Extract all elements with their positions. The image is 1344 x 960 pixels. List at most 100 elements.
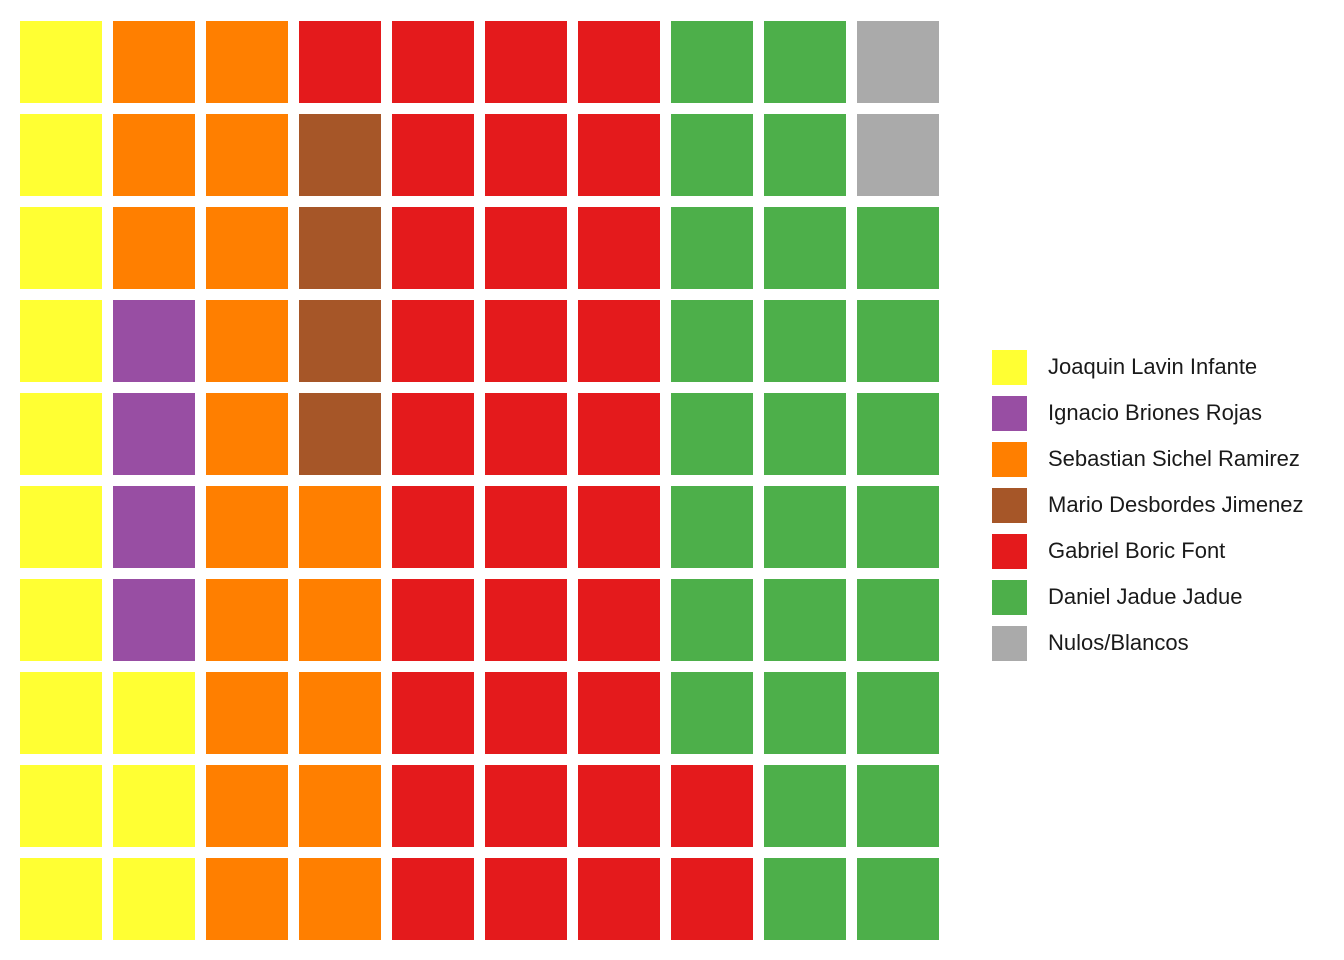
- waffle-cell-29: [206, 114, 288, 196]
- waffle-cell-22: [206, 765, 288, 847]
- waffle-cell-60: [485, 21, 567, 103]
- legend-label: Sebastian Sichel Ramirez: [1048, 446, 1300, 471]
- waffle-cell-21: [206, 858, 288, 940]
- waffle-cell-92: [857, 765, 939, 847]
- legend-label: Gabriel Boric Font: [1048, 538, 1226, 563]
- waffle-cell-77: [671, 300, 753, 382]
- waffle-cell-99: [857, 114, 939, 196]
- legend-key: [992, 487, 1027, 523]
- waffle-cell-54: [485, 579, 567, 661]
- legend-key: [992, 579, 1027, 615]
- waffle-cell-94: [857, 579, 939, 661]
- waffle-cell-79: [671, 114, 753, 196]
- waffle-cell-11: [113, 858, 195, 940]
- waffle-cell-32: [299, 765, 381, 847]
- waffle-cell-65: [578, 486, 660, 568]
- waffle-cell-90: [764, 21, 846, 103]
- waffle-cell-37: [299, 300, 381, 382]
- waffle-cell-47: [392, 300, 474, 382]
- waffle-cell-84: [764, 579, 846, 661]
- waffle-cell-8: [20, 207, 102, 289]
- waffle-cell-14: [113, 579, 195, 661]
- waffle-cell-25: [206, 486, 288, 568]
- legend-label: Joaquin Lavin Infante: [1048, 354, 1258, 379]
- waffle-cell-46: [392, 393, 474, 475]
- waffle-cell-48: [392, 207, 474, 289]
- waffle-cell-44: [392, 579, 474, 661]
- legend-item: Joaquin Lavin Infante: [992, 344, 1304, 390]
- waffle-cell-19: [113, 114, 195, 196]
- waffle-cell-13: [113, 672, 195, 754]
- waffle-cell-24: [206, 579, 288, 661]
- legend-item: Mario Desbordes Jimenez: [992, 482, 1304, 528]
- waffle-cell-20: [113, 21, 195, 103]
- waffle-cell-45: [392, 486, 474, 568]
- waffle-cell-93: [857, 672, 939, 754]
- waffle-cell-52: [485, 765, 567, 847]
- waffle-cell-35: [299, 486, 381, 568]
- waffle-cell-97: [857, 300, 939, 382]
- waffle-cell-56: [485, 393, 567, 475]
- legend-label: Mario Desbordes Jimenez: [1048, 492, 1304, 517]
- waffle-cell-10: [20, 21, 102, 103]
- waffle-cell-15: [113, 486, 195, 568]
- waffle-cell-17: [113, 300, 195, 382]
- legend-key: [992, 533, 1027, 569]
- waffle-cell-57: [485, 300, 567, 382]
- waffle-cell-72: [671, 765, 753, 847]
- waffle-cell-3: [20, 672, 102, 754]
- legend-key: [992, 441, 1027, 477]
- waffle-cell-4: [20, 579, 102, 661]
- waffle-cell-98: [857, 207, 939, 289]
- waffle-cell-76: [671, 393, 753, 475]
- waffle-cell-59: [485, 114, 567, 196]
- waffle-cell-12: [113, 765, 195, 847]
- waffle-cell-51: [485, 858, 567, 940]
- waffle-cell-58: [485, 207, 567, 289]
- waffle-cell-96: [857, 393, 939, 475]
- waffle-cell-69: [578, 114, 660, 196]
- waffle-cell-73: [671, 672, 753, 754]
- waffle-cell-5: [20, 486, 102, 568]
- waffle-cell-49: [392, 114, 474, 196]
- waffle-cell-7: [20, 300, 102, 382]
- waffle-cell-62: [578, 765, 660, 847]
- waffle-cell-61: [578, 858, 660, 940]
- waffle-cell-87: [764, 300, 846, 382]
- waffle-cell-74: [671, 579, 753, 661]
- legend-item: Nulos/Blancos: [992, 620, 1304, 666]
- waffle-cell-66: [578, 393, 660, 475]
- waffle-cell-80: [671, 21, 753, 103]
- waffle-cell-28: [206, 207, 288, 289]
- waffle-cell-81: [764, 858, 846, 940]
- waffle-cell-67: [578, 300, 660, 382]
- waffle-cell-9: [20, 114, 102, 196]
- legend-label: Nulos/Blancos: [1048, 630, 1189, 655]
- waffle-cell-40: [299, 21, 381, 103]
- legend-item: Gabriel Boric Font: [992, 528, 1304, 574]
- legend: Joaquin Lavin Infante Ignacio Briones Roj…: [992, 344, 1304, 666]
- waffle-cell-18: [113, 207, 195, 289]
- waffle-cell-30: [206, 21, 288, 103]
- waffle-cell-38: [299, 207, 381, 289]
- legend-key: [992, 395, 1027, 431]
- waffle-cell-50: [392, 21, 474, 103]
- waffle-cell-82: [764, 765, 846, 847]
- waffle-cell-64: [578, 579, 660, 661]
- legend-item: Daniel Jadue Jadue: [992, 574, 1304, 620]
- waffle-cell-91: [857, 858, 939, 940]
- waffle-cell-86: [764, 393, 846, 475]
- waffle-cell-1: [20, 858, 102, 940]
- waffle-cell-89: [764, 114, 846, 196]
- waffle-cell-75: [671, 486, 753, 568]
- waffle-chart: [20, 21, 939, 940]
- waffle-cell-6: [20, 393, 102, 475]
- waffle-cell-53: [485, 672, 567, 754]
- waffle-cell-39: [299, 114, 381, 196]
- waffle-cell-41: [392, 858, 474, 940]
- legend-key: [992, 349, 1027, 385]
- waffle-cell-42: [392, 765, 474, 847]
- legend-label: Ignacio Briones Rojas: [1048, 400, 1263, 425]
- waffle-cell-34: [299, 579, 381, 661]
- waffle-cell-83: [764, 672, 846, 754]
